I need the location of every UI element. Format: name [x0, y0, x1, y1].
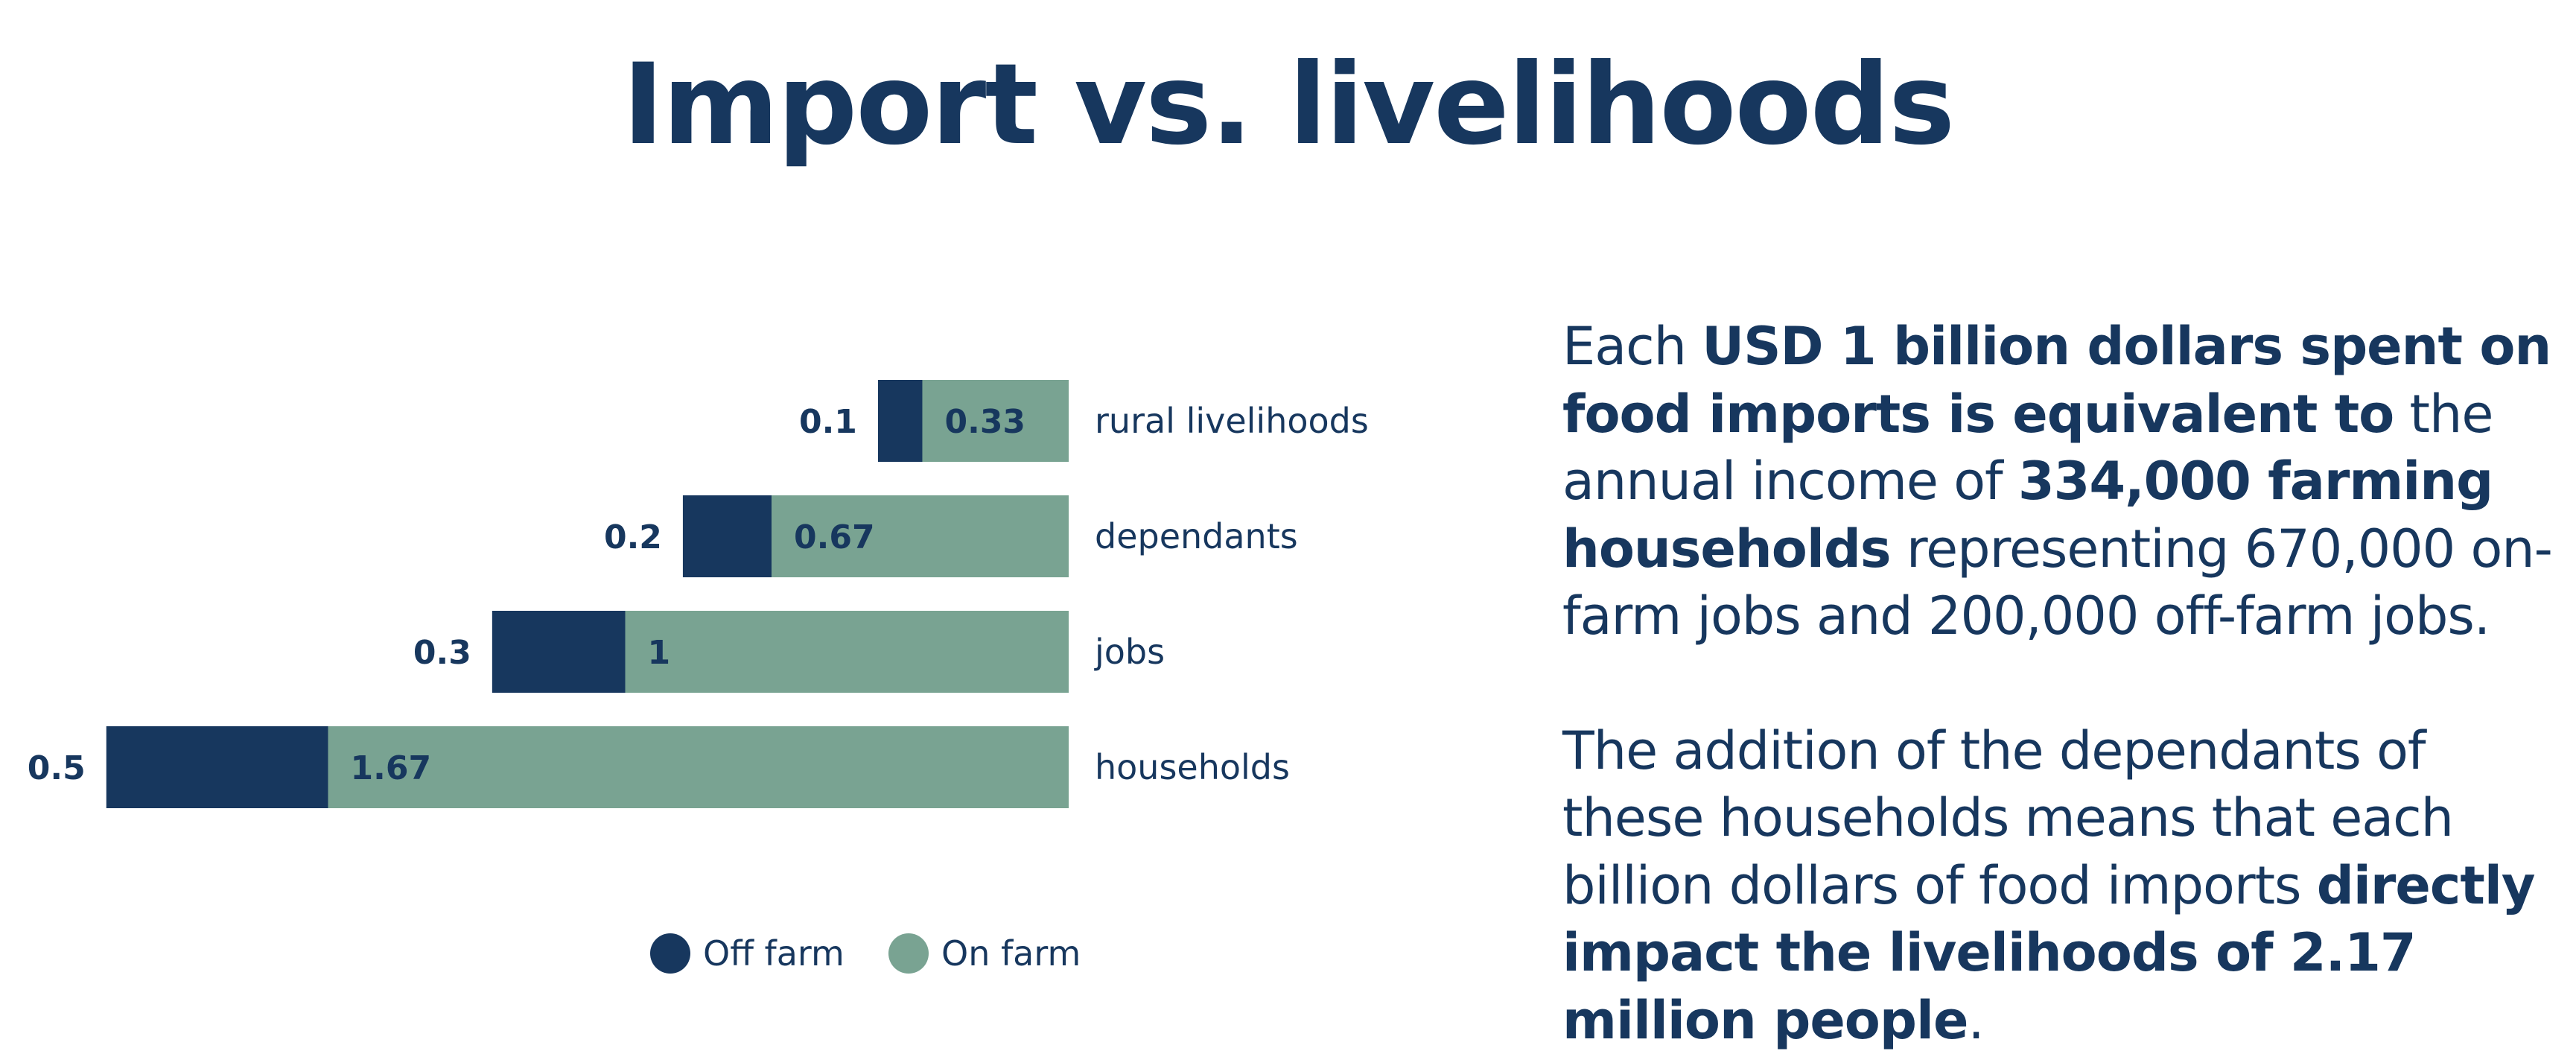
category-label: dependants — [1095, 516, 1298, 556]
on-farm-value-label: 0.67 — [794, 518, 875, 556]
off-farm-bar — [878, 380, 923, 462]
category-label: households — [1095, 747, 1290, 787]
off-farm-bar — [683, 495, 772, 577]
legend-label: Off farm — [703, 933, 845, 974]
off-farm-bar — [106, 726, 328, 808]
off-farm-value-label: 0.1 — [799, 403, 857, 441]
description-paragraph-2: The addition of the dependants of these … — [1562, 717, 2564, 1054]
on-farm-value-label: 1 — [648, 634, 671, 672]
bars-layer: 0.1 0.33 rural livelihoods 0.2 0.67 dependant… — [28, 380, 1369, 808]
off-farm-value-label: 0.5 — [28, 749, 86, 787]
legend-swatch — [650, 933, 690, 974]
off-farm-bar — [492, 611, 626, 693]
description-paragraph-1: Each USD 1 billion dollars spent on food… — [1562, 313, 2564, 650]
desc-p1-text-1: Each — [1562, 316, 1702, 377]
on-farm-bar — [626, 611, 1069, 693]
description-text: Each USD 1 billion dollars spent on food… — [1562, 313, 2564, 1054]
on-farm-bar — [328, 726, 1069, 808]
category-label: jobs — [1094, 632, 1165, 672]
on-farm-value-label: 1.67 — [351, 749, 432, 787]
chart-legend: Off farm On farm — [650, 933, 1081, 974]
on-farm-value-label: 0.33 — [944, 403, 1025, 441]
legend-swatch — [888, 933, 929, 974]
off-farm-value-label: 0.3 — [413, 634, 471, 672]
legend-label: On farm — [941, 933, 1081, 974]
off-farm-value-label: 0.2 — [604, 518, 662, 556]
stacked-bar-chart: 0.1 0.33 rural livelihoods 0.2 0.67 dependant… — [0, 0, 1415, 1044]
category-label: rural livelihoods — [1095, 401, 1369, 441]
desc-p2-text-2: . — [1968, 990, 1983, 1051]
